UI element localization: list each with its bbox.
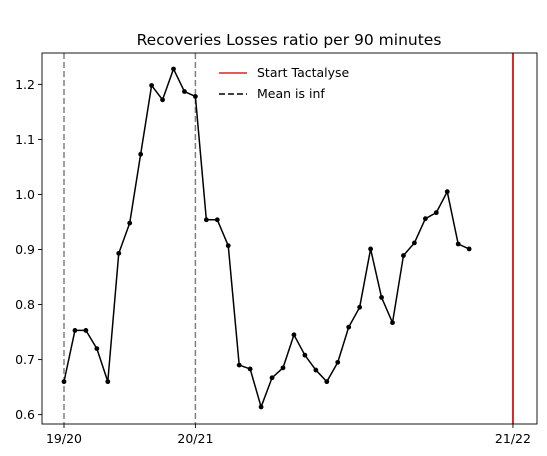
- data-point: [324, 379, 330, 385]
- series-group: [61, 66, 472, 410]
- data-point: [182, 89, 187, 94]
- y-tick-label: 0.7: [15, 352, 35, 367]
- y-tick-label: 0.6: [15, 407, 35, 422]
- data-point: [160, 97, 165, 103]
- data-point: [105, 379, 111, 385]
- data-point: [455, 241, 461, 247]
- data-point: [116, 250, 122, 256]
- data-point: [94, 346, 100, 351]
- data-point: [258, 404, 264, 410]
- data-point: [193, 94, 198, 99]
- x-tick-label: 20/21: [177, 431, 213, 446]
- y-axis: 0.6 0.7 0.8 0.9 1.0 1.1 1.2: [15, 77, 42, 422]
- data-point: [61, 379, 67, 385]
- data-point: [214, 217, 220, 223]
- y-tick-label: 0.8: [15, 297, 35, 312]
- series-line: [63, 68, 470, 408]
- legend-label-start-tactalyse: Start Tactalyse: [257, 65, 350, 80]
- data-point: [269, 375, 275, 381]
- data-point: [368, 246, 373, 252]
- data-point: [149, 83, 155, 88]
- data-point: [127, 220, 133, 226]
- plot-frame: [41, 52, 538, 425]
- data-point: [203, 217, 209, 223]
- data-point: [313, 367, 319, 373]
- reference-lines: [63, 53, 514, 424]
- data-point: [247, 366, 253, 372]
- chart-title: Recoveries Losses ratio per 90 minutes: [137, 31, 442, 49]
- legend: Start Tactalyse Mean is inf: [219, 65, 350, 101]
- data-point: [466, 246, 472, 252]
- data-point: [346, 324, 352, 330]
- data-point: [444, 189, 450, 195]
- data-point: [379, 294, 384, 300]
- data-point: [401, 253, 406, 258]
- data-point: [280, 365, 286, 371]
- data-point: [236, 362, 242, 368]
- x-tick-label: 19/20: [46, 431, 82, 446]
- data-point: [302, 352, 308, 358]
- data-point: [433, 210, 439, 216]
- legend-label-mean-is-inf: Mean is inf: [257, 86, 325, 101]
- data-point: [291, 332, 297, 338]
- data-point: [225, 243, 231, 249]
- y-tick-label: 0.9: [15, 242, 35, 257]
- x-axis: 19/20 20/21 21/22: [46, 424, 531, 446]
- y-tick-label: 1.0: [15, 187, 35, 202]
- x-tick-label: 21/22: [495, 431, 531, 446]
- data-point: [138, 151, 144, 157]
- data-point: [171, 66, 176, 72]
- data-point: [83, 328, 89, 333]
- y-tick-label: 1.2: [15, 77, 35, 92]
- y-tick-label: 1.1: [15, 132, 35, 147]
- data-point: [335, 359, 341, 365]
- data-point: [422, 216, 428, 222]
- data-point: [357, 304, 363, 310]
- data-point: [390, 320, 395, 326]
- data-point: [412, 240, 417, 246]
- data-point: [72, 328, 78, 333]
